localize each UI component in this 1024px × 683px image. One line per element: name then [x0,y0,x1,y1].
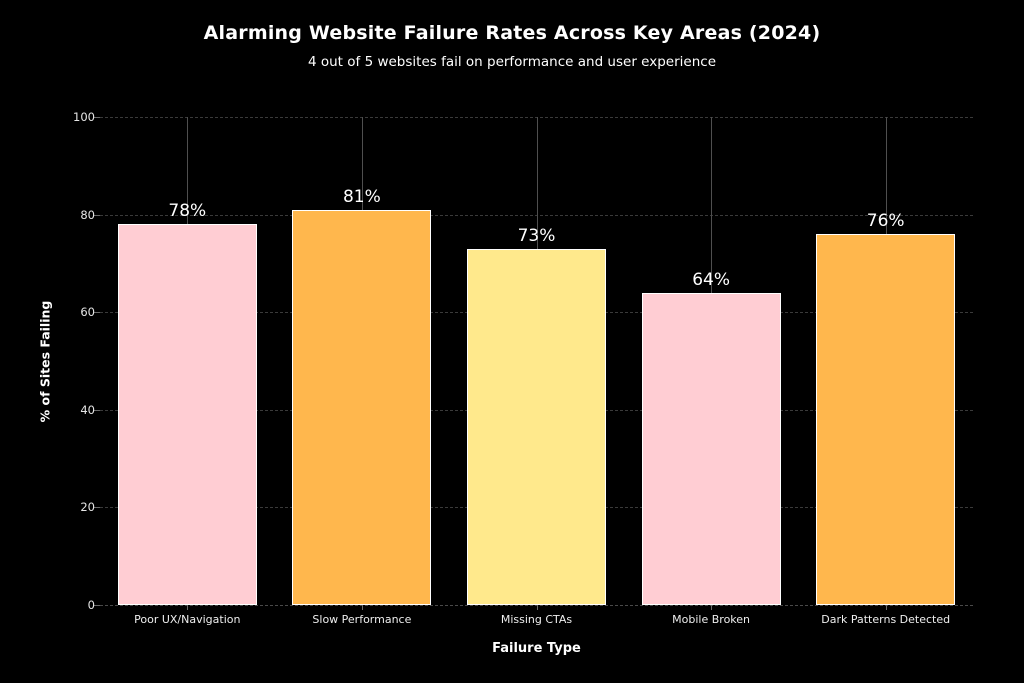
y-tick-label: 60 [80,305,95,320]
y-tick-mark [94,214,100,216]
x-axis-title: Failure Type [492,641,581,656]
bar-2 [467,248,606,605]
plot-area [100,117,973,606]
y-tick-label: 0 [87,598,95,612]
chart-title: Alarming Website Failure Rates Across Ke… [203,22,821,44]
x-tick-mark [187,605,189,610]
bar-value-label: 64% [692,269,730,290]
bar-1 [292,209,432,605]
x-tick-label: Missing CTAs [500,613,573,626]
bar-value-label: 73% [517,225,556,246]
bar-0 [117,224,257,605]
y-tick-label: 20 [80,500,95,515]
x-tick-mark [711,605,713,610]
y-tick-mark [94,117,100,118]
bar-value-label: 78% [168,201,207,222]
x-tick-label: Poor UX/Navigation [134,613,241,626]
x-tick-mark [536,605,538,610]
x-tick-label: Mobile Broken [672,613,751,626]
bar-3 [641,292,781,605]
y-tick-label: 80 [80,207,95,222]
y-tick-mark [94,312,100,314]
x-tick-mark [885,605,887,610]
x-tick-label: Dark Patterns Detected [821,613,951,626]
chart-subtitle: 4 out of 5 websites fail on performance … [307,54,716,70]
x-tick-mark [361,605,363,610]
x-tick-label: Slow Performance [312,613,412,626]
bar-value-label: 81% [342,186,381,207]
y-tick-mark [94,409,100,411]
bar-value-label: 76% [866,211,905,232]
bar-4 [816,234,956,605]
y-tick-label: 100 [73,110,95,124]
y-axis-title: % of Sites Failing [37,300,53,423]
y-tick-label: 40 [80,402,95,417]
y-tick-mark [94,507,100,509]
y-tick-mark [94,605,100,606]
